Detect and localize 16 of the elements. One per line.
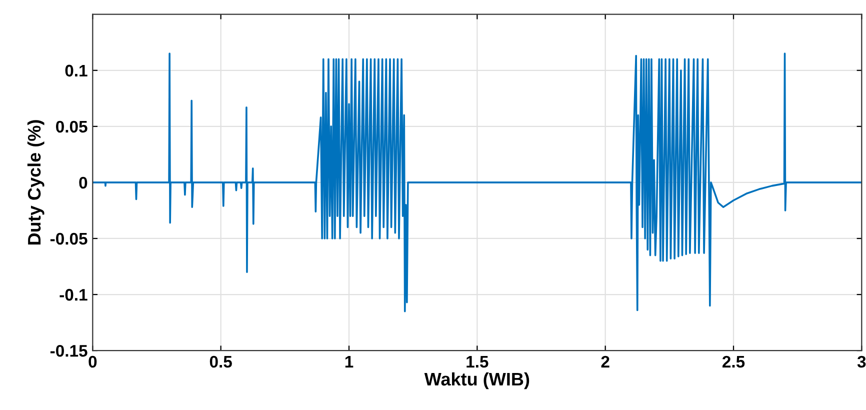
x-tick-label: 0 bbox=[88, 356, 97, 368]
x-tick-label: 0.5 bbox=[210, 356, 232, 368]
x-tick-label: 2 bbox=[601, 356, 610, 368]
y-tick-label: 0.05 bbox=[56, 120, 88, 133]
x-tick-label: 1 bbox=[345, 356, 354, 368]
y-tick-label: -0.15 bbox=[50, 344, 88, 357]
x-tick-label: 1.5 bbox=[466, 356, 488, 368]
y-axis-title: Duty Cycle (%) bbox=[27, 120, 44, 244]
y-tick-label: 0 bbox=[79, 176, 88, 189]
x-tick-label: 3 bbox=[857, 356, 866, 368]
x-axis-title: Waktu (WIB) bbox=[424, 372, 530, 390]
y-tick-label: -0.1 bbox=[60, 288, 88, 301]
line-series bbox=[92, 52, 862, 312]
y-tick-label: -0.05 bbox=[50, 232, 88, 245]
y-tick-label: 0.1 bbox=[65, 64, 88, 77]
x-tick-label: 2.5 bbox=[722, 356, 745, 368]
